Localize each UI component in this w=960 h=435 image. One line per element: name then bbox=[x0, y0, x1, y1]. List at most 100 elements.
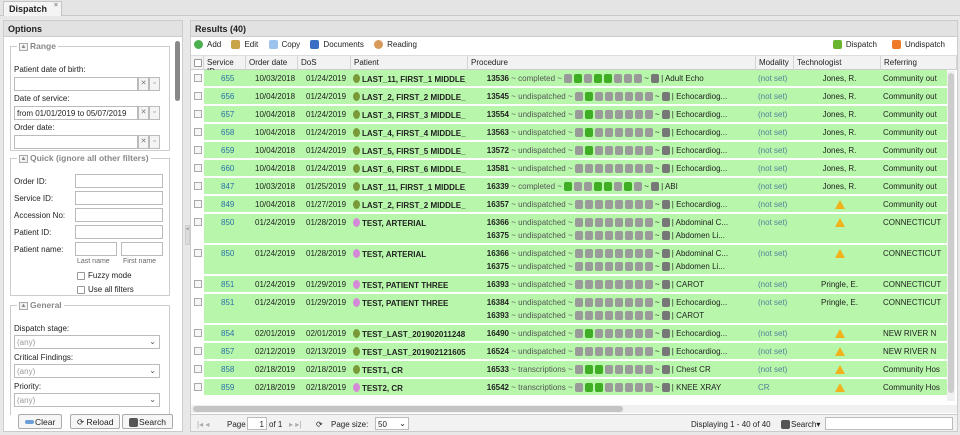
document-icon[interactable] bbox=[604, 182, 613, 191]
col-order-date[interactable]: Order date bbox=[246, 56, 298, 70]
undispatch-button[interactable]: Undispatch bbox=[891, 40, 949, 49]
pen-icon[interactable] bbox=[624, 218, 633, 227]
row-checkbox[interactable] bbox=[194, 110, 202, 118]
hand-icon[interactable] bbox=[644, 298, 653, 307]
thumb-icon[interactable] bbox=[574, 329, 583, 338]
document-icon[interactable] bbox=[614, 383, 623, 392]
tab-dispatch[interactable]: Dispatch × bbox=[3, 1, 63, 16]
row-checkbox[interactable] bbox=[194, 249, 202, 257]
row-checkbox[interactable] bbox=[194, 128, 202, 136]
collapse-icon[interactable]: ▲ bbox=[19, 42, 28, 51]
document-icon[interactable] bbox=[614, 311, 623, 320]
device-icon[interactable] bbox=[661, 218, 670, 227]
document-icon[interactable] bbox=[614, 262, 623, 271]
device-icon[interactable] bbox=[661, 311, 670, 320]
service-id-link[interactable]: 659 bbox=[221, 146, 235, 155]
table-row[interactable]: 850 01/24/2019 01/28/2019 TEST, ARTERIAL 163… bbox=[191, 214, 947, 245]
folder-icon[interactable] bbox=[594, 74, 603, 83]
phone-icon[interactable] bbox=[634, 383, 643, 392]
horizontal-scrollbar[interactable] bbox=[191, 405, 957, 413]
document-icon[interactable] bbox=[614, 164, 623, 173]
folder-icon[interactable] bbox=[604, 383, 613, 392]
table-row[interactable]: 857 02/12/2019 02/13/2019 TEST_LAST_2019021… bbox=[191, 343, 947, 361]
eye-icon[interactable] bbox=[574, 74, 583, 83]
pen-icon[interactable] bbox=[624, 92, 633, 101]
thumb-icon[interactable] bbox=[574, 249, 583, 258]
dob-input[interactable] bbox=[14, 77, 138, 91]
device-icon[interactable] bbox=[661, 280, 670, 289]
phone-icon[interactable] bbox=[634, 298, 643, 307]
reading-button[interactable]: Reading bbox=[374, 40, 421, 49]
pen-icon[interactable] bbox=[624, 249, 633, 258]
thumb-icon[interactable] bbox=[574, 262, 583, 271]
pen-icon[interactable] bbox=[624, 146, 633, 155]
thumb-icon[interactable] bbox=[574, 128, 583, 137]
phone-icon[interactable] bbox=[634, 146, 643, 155]
phone-icon[interactable] bbox=[634, 311, 643, 320]
phone-icon[interactable] bbox=[634, 280, 643, 289]
pen-icon[interactable] bbox=[614, 74, 623, 83]
hand-icon[interactable] bbox=[634, 182, 643, 191]
thumb-icon[interactable] bbox=[574, 218, 583, 227]
eye-icon[interactable] bbox=[584, 249, 593, 258]
pen-icon[interactable] bbox=[624, 231, 633, 240]
document-icon[interactable] bbox=[614, 231, 623, 240]
folder-icon[interactable] bbox=[604, 128, 613, 137]
calendar-icon[interactable]: ▫ bbox=[149, 77, 160, 91]
patient-id-input[interactable] bbox=[75, 225, 163, 239]
eye-icon[interactable] bbox=[584, 164, 593, 173]
pen-icon[interactable] bbox=[624, 298, 633, 307]
table-row[interactable]: 858 02/18/2019 02/18/2019 TEST1, CR 16533 ~ … bbox=[191, 361, 947, 379]
phone-icon[interactable] bbox=[634, 164, 643, 173]
pen-icon[interactable] bbox=[624, 262, 633, 271]
col-referring[interactable]: Referring bbox=[881, 56, 957, 70]
eye-icon[interactable] bbox=[584, 347, 593, 356]
first-name-input[interactable] bbox=[121, 242, 163, 256]
document-icon[interactable] bbox=[614, 146, 623, 155]
row-checkbox[interactable] bbox=[194, 347, 202, 355]
service-id-link[interactable]: 851 bbox=[221, 298, 235, 307]
phone-icon[interactable] bbox=[634, 92, 643, 101]
phone-icon[interactable] bbox=[634, 262, 643, 271]
document-icon[interactable] bbox=[614, 249, 623, 258]
col-modality[interactable]: Modality bbox=[756, 56, 794, 70]
person-icon[interactable] bbox=[594, 329, 603, 338]
phone-icon[interactable] bbox=[624, 74, 633, 83]
options-scrollbar[interactable] bbox=[175, 41, 180, 101]
folder-icon[interactable] bbox=[604, 231, 613, 240]
add-button[interactable]: Add bbox=[194, 40, 225, 49]
vertical-scrollbar[interactable] bbox=[947, 71, 955, 401]
search-menu-button[interactable]: Search▾ bbox=[781, 420, 820, 429]
folder-icon[interactable] bbox=[604, 365, 613, 374]
thumb-icon[interactable] bbox=[574, 347, 583, 356]
accession-input[interactable] bbox=[75, 208, 163, 222]
row-checkbox[interactable] bbox=[194, 146, 202, 154]
calendar-icon[interactable]: ▫ bbox=[149, 106, 160, 120]
table-row[interactable]: 658 10/04/2018 01/24/2019 LAST_4, FIRST_4 M… bbox=[191, 124, 947, 142]
device-icon[interactable] bbox=[661, 200, 670, 209]
document-icon[interactable] bbox=[614, 365, 623, 374]
pen-icon[interactable] bbox=[624, 164, 633, 173]
phone-icon[interactable] bbox=[634, 329, 643, 338]
col-service-id[interactable]: Service ID bbox=[204, 56, 246, 76]
collapse-icon[interactable]: ▲ bbox=[19, 301, 28, 310]
pen-icon[interactable] bbox=[624, 128, 633, 137]
hand-icon[interactable] bbox=[644, 110, 653, 119]
device-icon[interactable] bbox=[661, 249, 670, 258]
service-id-link[interactable]: 850 bbox=[221, 249, 235, 258]
hand-icon[interactable] bbox=[644, 329, 653, 338]
hand-icon[interactable] bbox=[644, 231, 653, 240]
person-icon[interactable] bbox=[594, 249, 603, 258]
refresh-icon[interactable]: ⟳ bbox=[316, 420, 323, 429]
person-icon[interactable] bbox=[584, 182, 593, 191]
order-id-input[interactable] bbox=[75, 174, 163, 188]
page-input[interactable]: 1 bbox=[247, 417, 267, 430]
device-icon[interactable] bbox=[661, 231, 670, 240]
thumb-icon[interactable] bbox=[574, 383, 583, 392]
thumb-icon[interactable] bbox=[564, 182, 573, 191]
service-id-link[interactable]: 655 bbox=[221, 74, 235, 83]
pen-icon[interactable] bbox=[614, 182, 623, 191]
person-icon[interactable] bbox=[594, 280, 603, 289]
hand-icon[interactable] bbox=[644, 92, 653, 101]
select-all-checkbox[interactable] bbox=[191, 56, 204, 70]
